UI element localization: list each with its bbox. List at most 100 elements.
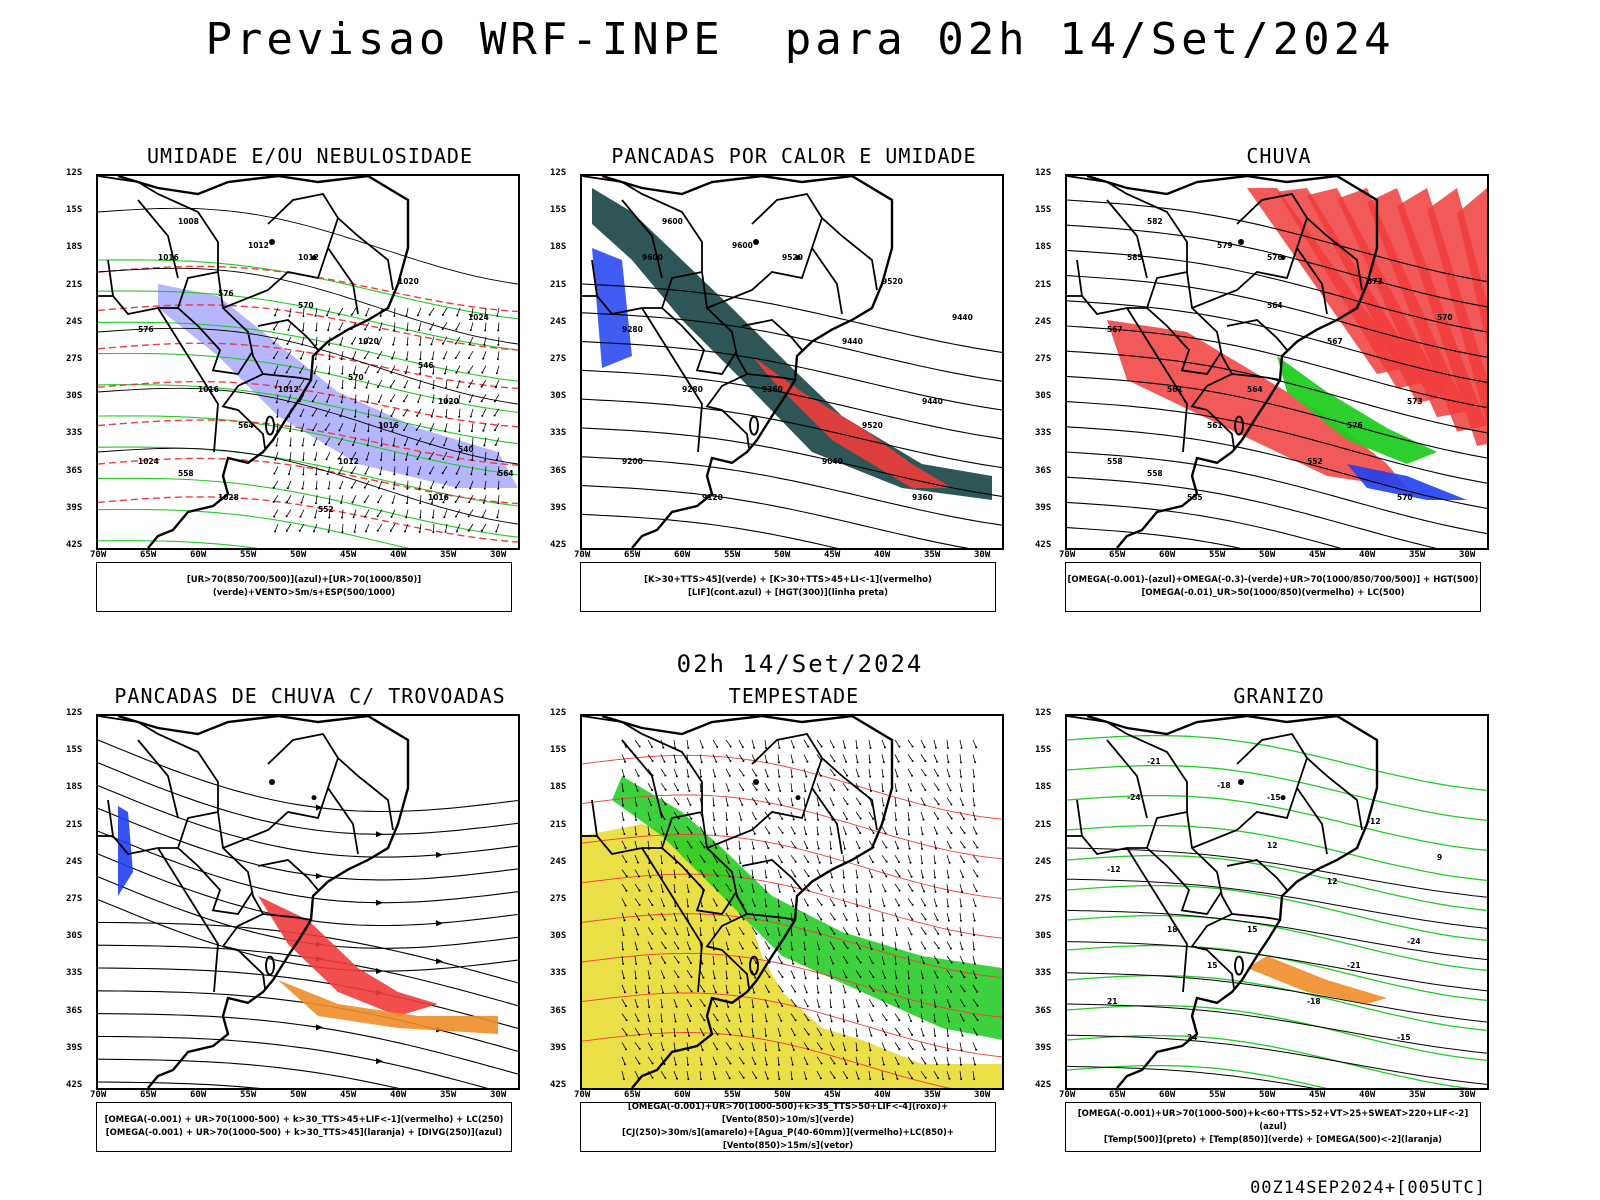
contour-label: 1012 <box>278 385 299 394</box>
longitude-label: 30W <box>1459 550 1476 560</box>
latitude-label: 39S <box>66 502 83 513</box>
contour-label: 1012 <box>298 253 319 262</box>
latitude-label: 39S <box>550 502 567 513</box>
panel-legend: [OMEGA(-0.001) + UR>70(1000-500) + k>30_… <box>96 1102 512 1152</box>
contour-label: 573 <box>1407 397 1423 406</box>
latitude-label: 12S <box>66 708 83 718</box>
contour-label: 9440 <box>842 337 863 346</box>
panel-title: PANCADAS DE CHUVA C/ TROVOADAS <box>114 684 506 708</box>
longitude-label: 40W <box>874 550 891 560</box>
contour-label: 561 <box>1167 385 1183 394</box>
panel-chuva: CHUVA 12S 15S 18S 21S 24S 27S 30S 33S 36S 39S 42S 70… <box>1029 144 1529 644</box>
longitude-label: 65W <box>140 1090 157 1100</box>
longitude-label: 45W <box>1309 550 1326 560</box>
longitude-label: 35W <box>440 1090 457 1100</box>
forecast-time-subtitle: 02h 14/Set/2024 <box>676 650 924 678</box>
latitude-label: 27S <box>550 894 567 904</box>
longitude-label: 45W <box>340 550 357 560</box>
longitude-label: 40W <box>874 1090 891 1100</box>
latitude-label: 42S <box>66 540 83 550</box>
latitude-label: 18S <box>550 782 567 793</box>
longitude-label: 60W <box>1159 550 1176 560</box>
legend-line: [OMEGA(-0.001)-(azul)+OMEGA(-0.3)-(verde… <box>1067 575 1479 585</box>
legend-line: [OMEGA(-0.001)+UR>70(1000-500)+k>35_TTS>… <box>627 1102 949 1125</box>
longitude-label: 45W <box>824 550 841 560</box>
contour-label: 15 <box>1207 961 1217 970</box>
legend-line: [LIF](cont.azul) + [HGT(300)](linha pret… <box>687 588 889 598</box>
latitude-label: 24S <box>1035 856 1052 867</box>
latitude-label: 42S <box>1035 1080 1052 1090</box>
contour-label: 576 <box>1267 253 1283 262</box>
longitude-label: 55W <box>724 550 741 560</box>
contour-label: -12 <box>1107 865 1121 874</box>
contour-label: 558 <box>1147 469 1163 478</box>
longitude-label: 70W <box>90 1090 107 1100</box>
longitude-label: 50W <box>290 1090 307 1100</box>
contour-label: 9360 <box>762 385 783 394</box>
longitude-label: 40W <box>390 550 407 560</box>
latitude-label: 21S <box>1035 279 1052 290</box>
latitude-label: 18S <box>1035 782 1052 793</box>
latitude-label: 24S <box>66 316 83 327</box>
contour-label: 1028 <box>218 493 239 502</box>
latitude-label: 39S <box>1035 1042 1052 1053</box>
contour-label: 579 <box>1217 241 1233 250</box>
legend-line: [CJ(250)>30m/s](amarelo)+[Agua_P(40-60mm… <box>621 1128 955 1151</box>
latitude-label: 15S <box>550 205 567 216</box>
contour-label: 9600 <box>642 253 663 262</box>
contour-label: 9440 <box>952 313 973 322</box>
latitude-label: 33S <box>1035 428 1052 439</box>
latitude-label: 18S <box>1035 242 1052 253</box>
contour-label: 585 <box>1127 253 1143 262</box>
latitude-label: 21S <box>550 819 567 830</box>
longitude-label: 60W <box>1159 1090 1176 1100</box>
contour-label: 570 <box>298 301 314 310</box>
contour-label: 21 <box>1107 997 1117 1006</box>
latitude-label: 12S <box>1035 168 1052 178</box>
panel-pancadas-trovoadas: PANCADAS DE CHUVA C/ TROVOADAS 12S 15S 18S 2… <box>60 684 560 1184</box>
run-info-footer: 00Z14SEP2024+[005UTC] <box>1250 1178 1486 1198</box>
forecast-map: 9600 9600 9600 9520 9520 9440 9440 9360 9280 9200… <box>580 174 1004 550</box>
longitude-label: 60W <box>190 1090 207 1100</box>
latitude-label: 18S <box>66 782 83 793</box>
contour-label: 1024 <box>468 313 489 322</box>
longitude-label: 50W <box>1259 1090 1276 1100</box>
contour-label: -18 <box>1307 997 1321 1006</box>
longitude-label: 35W <box>924 550 941 560</box>
contour-label: 1012 <box>248 241 269 250</box>
contour-label: -18 <box>1217 781 1231 790</box>
contour-label: 9280 <box>622 325 643 334</box>
longitude-label: 30W <box>1459 1090 1476 1100</box>
latitude-label: 12S <box>66 168 83 178</box>
legend-line: [Temp(500)](preto) + [Temp(850)](verde) … <box>1103 1134 1443 1145</box>
latitude-label: 12S <box>1035 708 1052 718</box>
contour-label: 9360 <box>912 493 933 502</box>
latitude-label: 15S <box>66 745 83 756</box>
page-title: Previsao WRF-INPE para 02h 14/Set/2024 <box>205 14 1395 65</box>
contour-label: 9120 <box>702 493 723 502</box>
legend-line: [K>30+TTS>45](verde) + [K>30+TTS>45+LI<-… <box>644 575 932 585</box>
contour-label: 1024 <box>138 457 159 466</box>
contour-label: 546 <box>418 361 434 370</box>
contour-label: -15 <box>1267 793 1281 802</box>
panel-legend: [OMEGA(-0.001)+UR>70(1000-500)+k>35_TTS>… <box>580 1102 996 1152</box>
longitude-label: 70W <box>574 550 591 560</box>
latitude-label: 33S <box>66 428 83 439</box>
longitude-label: 35W <box>1409 550 1426 560</box>
latitude-label: 42S <box>550 1080 567 1090</box>
longitude-label: 55W <box>240 1090 257 1100</box>
latitude-label: 15S <box>1035 205 1052 216</box>
longitude-label: 35W <box>440 550 457 560</box>
contour-label: 558 <box>1107 457 1123 466</box>
panel-granizo: GRANIZO 12S 15S 18S 21S 24S 27S 30S 33S 36S 39S 42S… <box>1029 684 1529 1184</box>
longitude-label: 30W <box>490 1090 507 1100</box>
forecast-map: -24 -21 -18 -15 -12 9 12 15 18 21 24 -18 -21 -24 -15 -1… <box>1065 714 1489 1090</box>
latitude-label: 27S <box>1035 354 1052 364</box>
contour-label: 1016 <box>428 493 449 502</box>
contour-label: 9200 <box>622 457 643 466</box>
latitude-label: 42S <box>66 1080 83 1090</box>
contour-label: 564 <box>498 469 514 478</box>
latitude-label: 36S <box>1035 1005 1052 1016</box>
latitude-label: 27S <box>66 894 83 904</box>
longitude-label: 45W <box>824 1090 841 1100</box>
